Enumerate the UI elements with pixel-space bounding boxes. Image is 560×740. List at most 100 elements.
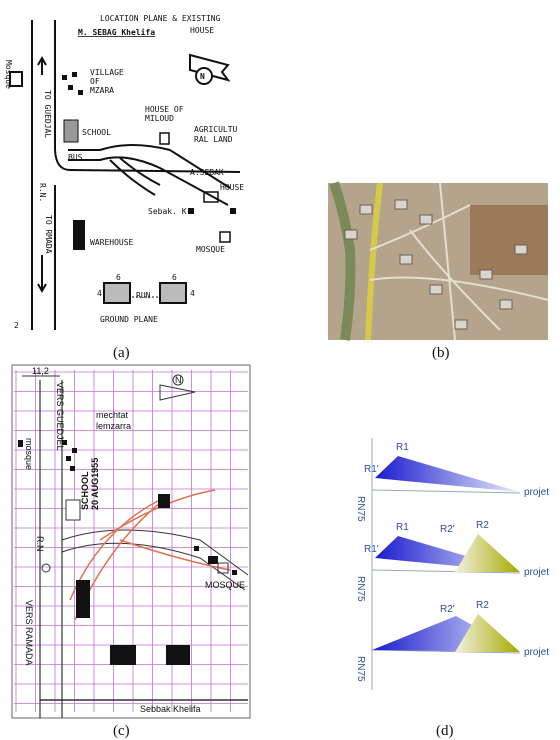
label: Sebak. K <box>148 207 187 216</box>
house <box>232 570 237 575</box>
label: SCHOOL <box>80 471 90 510</box>
building <box>360 205 372 214</box>
field <box>470 205 548 275</box>
figure: LOCATION PLANE & EXISTING HOUSE M. SEBAG K… <box>0 0 560 740</box>
label: N <box>200 72 205 81</box>
page: {"panel_a": {"caption": "(a)", "title": … <box>0 0 560 740</box>
target-label: projet <box>524 567 549 578</box>
warehouse <box>73 220 85 250</box>
label: WAREHOUSE <box>90 238 134 247</box>
building <box>430 285 442 294</box>
label: VERS GUEDJEL <box>55 382 65 451</box>
label: R.N. <box>38 183 47 202</box>
label: R2' <box>440 604 455 615</box>
label: R2 <box>476 600 489 611</box>
house <box>66 456 71 461</box>
building <box>500 300 512 309</box>
dim-label: 4 <box>97 289 102 298</box>
run-block <box>104 283 130 303</box>
house <box>72 448 77 453</box>
scale-label: 11,2 <box>32 366 49 376</box>
house <box>62 75 67 80</box>
label: R.N <box>35 536 45 552</box>
label: A.SEBAK <box>190 168 224 177</box>
house <box>68 85 73 90</box>
run-block <box>160 283 186 303</box>
building <box>345 230 357 239</box>
label: R1' <box>364 544 379 555</box>
label: 20 AUG1955 <box>90 458 100 510</box>
owner: M. SEBAG Khelifa <box>78 27 155 37</box>
label: TO RMADA <box>44 215 53 254</box>
label: MZARA <box>90 86 114 95</box>
run-block <box>110 645 136 665</box>
label: R1' <box>364 464 379 475</box>
label: lemzarra <box>96 421 131 431</box>
house <box>70 466 75 471</box>
mosque-icon <box>18 440 23 447</box>
school <box>64 120 78 142</box>
house <box>208 556 218 564</box>
house <box>188 208 194 214</box>
baseline <box>372 490 520 493</box>
plan-frame <box>12 365 250 718</box>
arrow <box>38 58 46 75</box>
triangle <box>455 534 520 572</box>
building <box>395 200 407 209</box>
building <box>455 320 467 329</box>
label: R1 <box>396 442 409 453</box>
arrow <box>38 255 46 291</box>
dim-label: 6 <box>116 273 121 282</box>
label: MOSQUE <box>196 245 225 254</box>
label: VERS RAMADA <box>24 600 34 666</box>
label: VILLAGE <box>90 68 124 77</box>
label: MOSQUE <box>205 580 245 590</box>
label: RAL LAND <box>194 135 233 144</box>
school <box>66 500 80 520</box>
caption: (c) <box>113 723 130 739</box>
mosque-icon <box>220 232 230 242</box>
building <box>400 255 412 264</box>
label: mechtat <box>96 410 129 420</box>
label: 2 <box>14 321 19 330</box>
building <box>480 270 492 279</box>
dim-label: 4 <box>190 289 195 298</box>
label: BUS <box>68 153 83 162</box>
label: OF <box>90 77 100 86</box>
house <box>72 72 77 77</box>
label: Sebbak Khelifa <box>140 704 201 714</box>
run-block <box>166 645 190 665</box>
title: HOUSE <box>190 26 214 35</box>
house <box>78 90 83 95</box>
miloud-house <box>160 133 169 144</box>
warehouse <box>76 580 90 618</box>
label: RUN <box>136 291 151 300</box>
dim-label: 6 <box>172 273 177 282</box>
caption: (a) <box>113 345 130 361</box>
road-label: RN75 <box>355 576 366 602</box>
label: TO GUEDJAL <box>43 90 52 138</box>
house <box>230 208 236 214</box>
label: R2 <box>476 520 489 531</box>
label: MILOUD <box>145 114 174 123</box>
road-label: RN75 <box>355 496 366 522</box>
target-label: projet <box>524 647 549 658</box>
label: N <box>175 375 182 385</box>
label: AGRICULTU <box>194 125 238 134</box>
label: mosque <box>24 438 34 470</box>
triangle <box>375 456 520 492</box>
building <box>515 245 527 254</box>
label: HOUSE <box>220 183 244 192</box>
label: GROUND PLANE <box>100 315 158 324</box>
label: SCHOOL <box>82 128 111 137</box>
label: Mosque <box>4 60 13 89</box>
caption: (b) <box>432 345 450 361</box>
label: R1 <box>396 522 409 533</box>
target-label: projet <box>524 487 549 498</box>
road-edge <box>68 145 230 188</box>
label: HOUSE OF <box>145 105 184 114</box>
title: LOCATION PLANE & EXISTING <box>100 14 221 23</box>
house <box>158 494 170 508</box>
road-label: RN75 <box>355 656 366 682</box>
caption: (d) <box>436 723 454 739</box>
